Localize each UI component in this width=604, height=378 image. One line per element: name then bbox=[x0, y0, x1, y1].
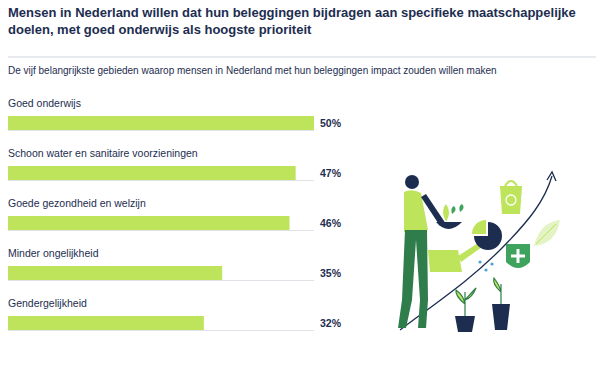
recycle-mark bbox=[506, 195, 516, 205]
person-head bbox=[405, 175, 419, 189]
data-label: 32% bbox=[320, 317, 342, 329]
arrow-head bbox=[547, 172, 556, 181]
bar bbox=[8, 166, 296, 180]
bag bbox=[500, 186, 522, 214]
drop bbox=[490, 262, 493, 265]
tracks bbox=[8, 131, 314, 331]
bars bbox=[8, 116, 314, 330]
bar bbox=[8, 316, 204, 330]
data-label: 46% bbox=[320, 217, 342, 229]
heart-leaf bbox=[451, 206, 455, 214]
category-label: Schoon water en sanitaire voorzieningen bbox=[8, 147, 198, 159]
bar bbox=[8, 216, 290, 230]
data-label: 50% bbox=[320, 117, 342, 129]
data-label: 35% bbox=[320, 267, 342, 279]
labels: Goed onderwijs 50% Schoon water en sanitai… bbox=[8, 97, 342, 329]
can-body bbox=[428, 250, 462, 272]
person-legs bbox=[398, 230, 428, 328]
range-track bbox=[8, 130, 314, 131]
leaf-vein bbox=[536, 224, 556, 244]
plant bbox=[494, 278, 501, 304]
illustration bbox=[398, 172, 560, 332]
data-label: 47% bbox=[320, 167, 342, 179]
bar bbox=[8, 266, 222, 280]
big-leaf bbox=[534, 220, 560, 246]
separator bbox=[8, 57, 596, 58]
bowl bbox=[436, 222, 462, 229]
plant bbox=[456, 288, 476, 316]
drop bbox=[484, 268, 487, 271]
plus bbox=[511, 249, 525, 263]
leaf bbox=[443, 204, 449, 222]
heart-leaf bbox=[459, 204, 463, 212]
drop bbox=[478, 260, 481, 263]
pie-icon bbox=[472, 220, 486, 234]
category-label: Gendergelijkheid bbox=[8, 297, 87, 309]
range-track bbox=[8, 180, 314, 181]
category-label: Goede gezondheid en welzijn bbox=[8, 197, 146, 209]
bar bbox=[8, 116, 314, 130]
range-track bbox=[8, 330, 314, 331]
person-arm bbox=[421, 194, 446, 226]
category-label: Goed onderwijs bbox=[8, 97, 81, 109]
pot bbox=[455, 316, 475, 332]
range-track bbox=[8, 230, 314, 231]
title: Mensen in Nederland willen dat hun beleg… bbox=[8, 4, 588, 38]
shield bbox=[506, 244, 530, 268]
category-label: Minder ongelijkheid bbox=[8, 247, 99, 259]
chart: Goed onderwijs 50% Schoon water en sanitai… bbox=[0, 0, 604, 378]
pot bbox=[492, 304, 510, 330]
subtitle: De vijf belangrijkste gebieden waarop me… bbox=[8, 64, 600, 77]
range-track bbox=[8, 280, 314, 281]
bag-handle bbox=[505, 181, 517, 186]
